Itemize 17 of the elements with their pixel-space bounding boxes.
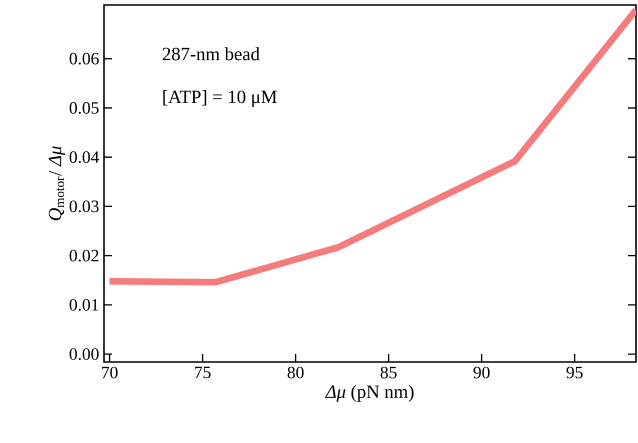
x-tick-label: 70 bbox=[102, 366, 118, 378]
y-tick-label: 0.06 bbox=[70, 52, 99, 65]
annotation: 287-nm bead bbox=[162, 47, 260, 60]
y-tick-label: 0.03 bbox=[70, 200, 99, 212]
y-tick-label: 0.05 bbox=[70, 102, 99, 114]
y-tick-label: 0.00 bbox=[70, 348, 99, 360]
y-tick-label: 0.04 bbox=[70, 151, 100, 164]
y-tick-label: 0.02 bbox=[70, 250, 98, 262]
x-tick-label: 80 bbox=[288, 366, 304, 378]
y-axis-title: Q$_{motor}$/ Δμ bbox=[48, 146, 66, 220]
x-tick-label: 90 bbox=[474, 366, 490, 378]
x-tick-label: 75 bbox=[195, 366, 211, 378]
x-tick-label: 85 bbox=[380, 366, 397, 378]
annotation: [ATP] = 10 μM bbox=[163, 90, 277, 107]
y-tick-label: 0.01 bbox=[70, 299, 98, 311]
x-axis-title: Δμ (pN nm) bbox=[325, 384, 414, 402]
x-tick-label: 95 bbox=[566, 366, 583, 378]
